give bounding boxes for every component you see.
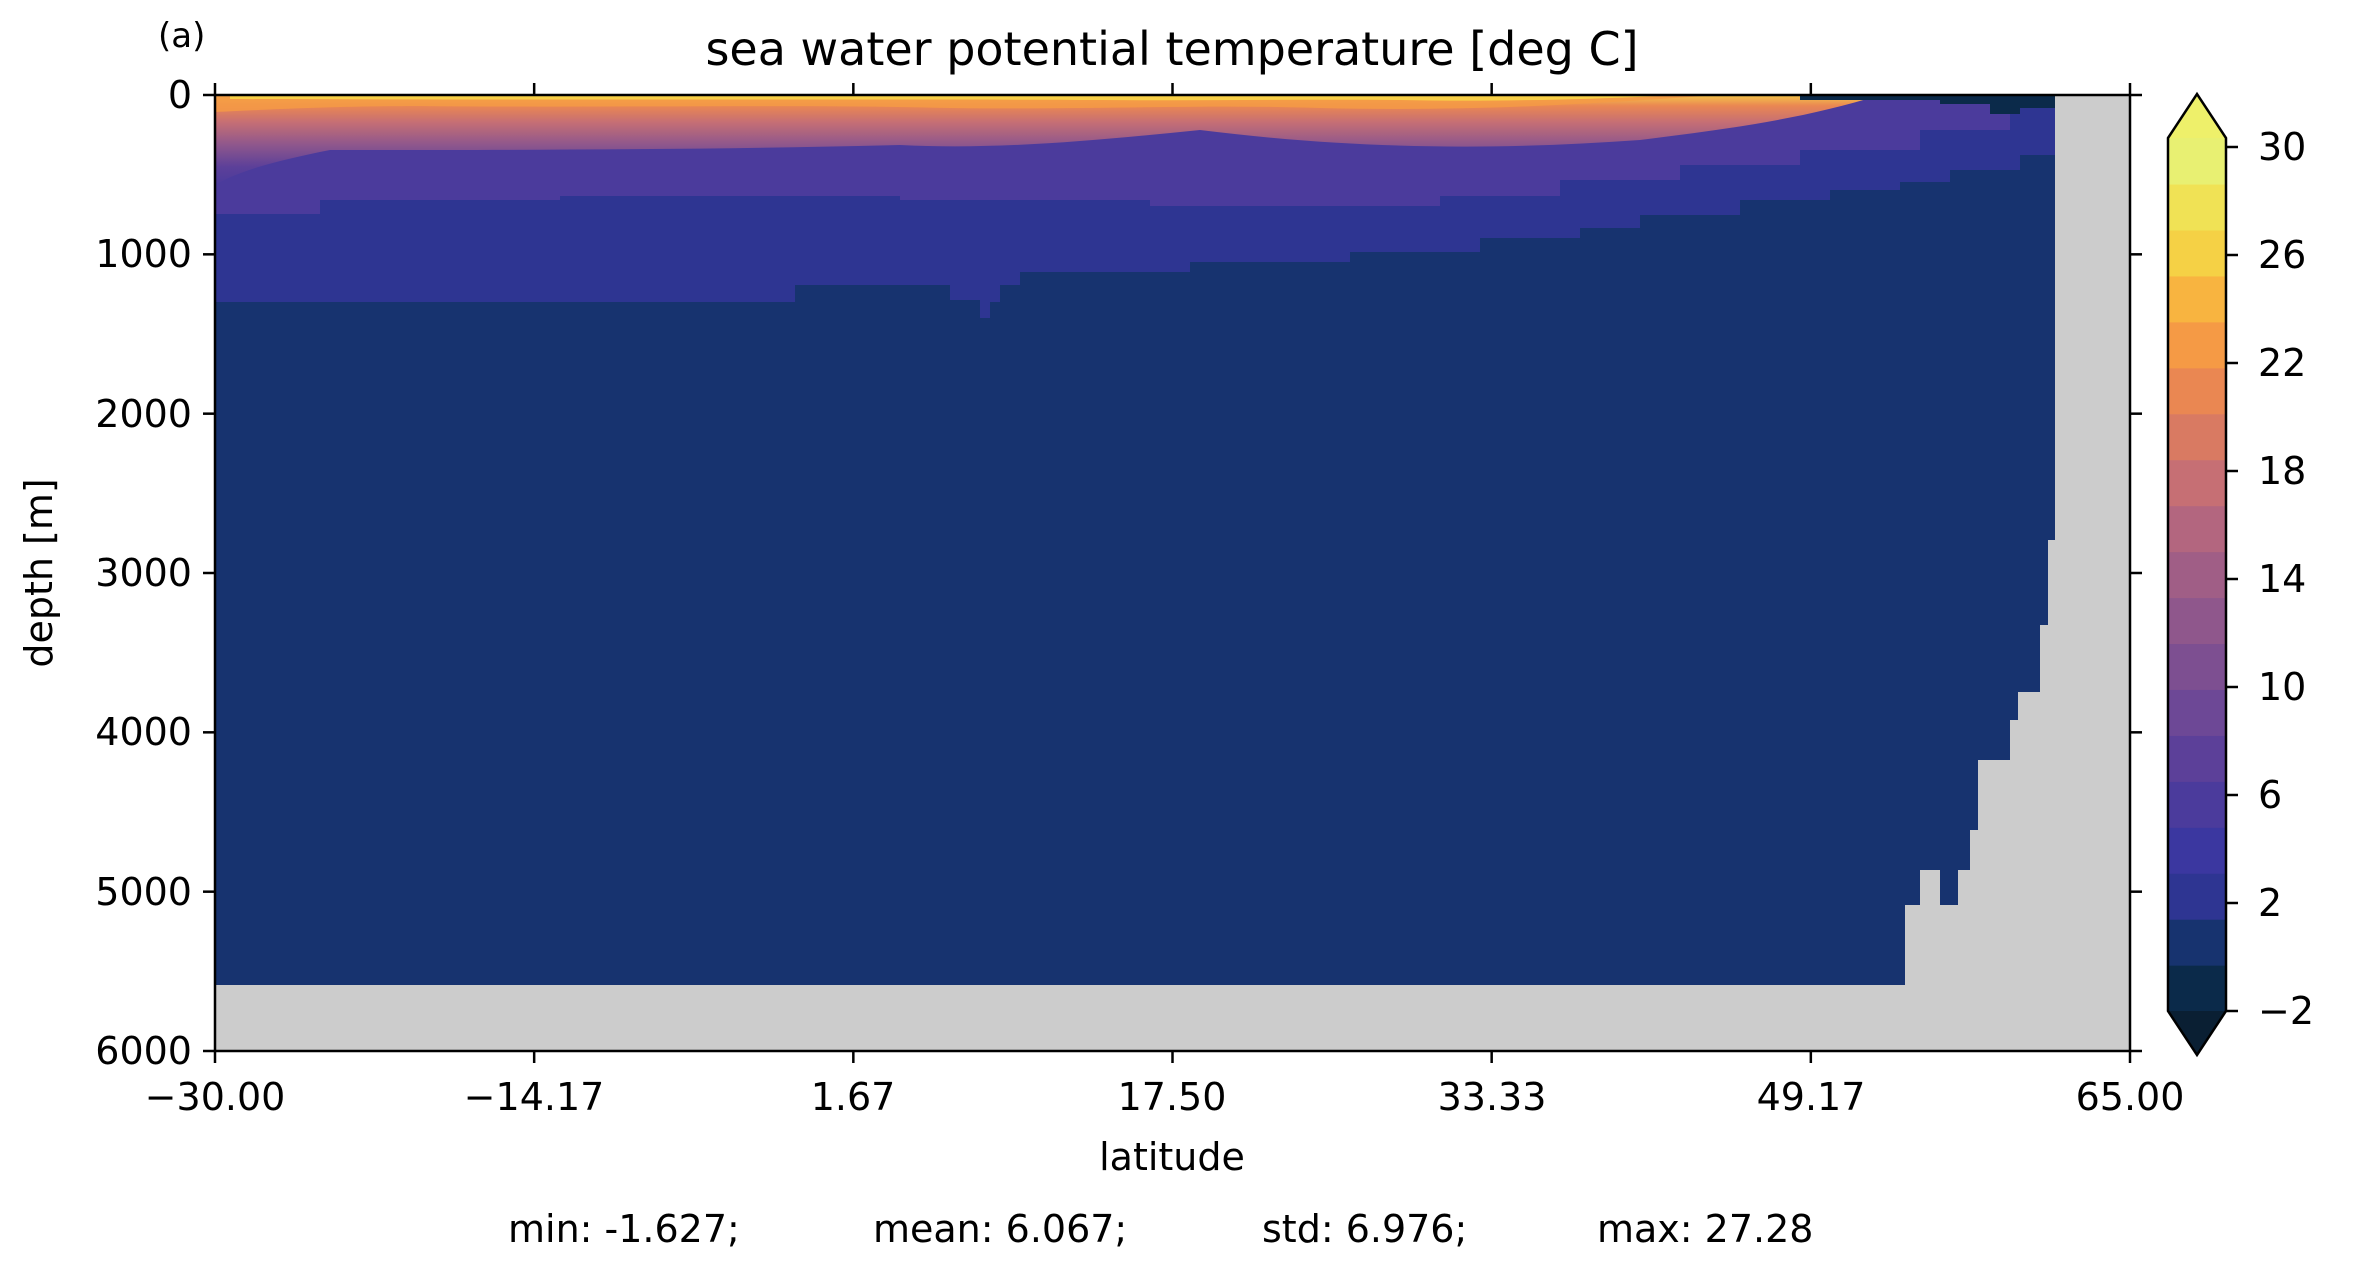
chart-title: sea water potential temperature [deg C] bbox=[705, 22, 1638, 76]
ocean-surface-warm-band bbox=[215, 95, 1880, 185]
y-axis-ticks: 0 1000 2000 3000 4000 5000 6000 bbox=[95, 73, 2142, 1073]
colorbar-ticks: −2 2 6 10 14 18 22 26 30 bbox=[2226, 125, 2314, 1033]
y-tick-label: 3000 bbox=[95, 551, 192, 595]
x-axis-ticks: −30.00 −14.17 1.67 17.50 33.33 49.17 65.… bbox=[145, 83, 2185, 1119]
colorbar-tick-label: 18 bbox=[2258, 449, 2306, 493]
colorbar-segment bbox=[2168, 459, 2226, 507]
colorbar-segment bbox=[2168, 138, 2226, 185]
colorbar-tick-label: 22 bbox=[2258, 341, 2306, 385]
colorbar-tick-label: 14 bbox=[2258, 557, 2306, 601]
x-tick-label: 65.00 bbox=[2076, 1075, 2185, 1119]
colorbar-under-extension bbox=[2168, 1011, 2226, 1055]
colorbar-segment bbox=[2168, 735, 2226, 782]
colorbar-segment bbox=[2168, 229, 2226, 277]
colorbar-segment bbox=[2168, 413, 2226, 461]
colorbar-segment bbox=[2168, 505, 2226, 553]
stats-line: min: -1.627; mean: 6.067; std: 6.976; ma… bbox=[508, 1207, 1813, 1251]
colorbar-segment bbox=[2168, 689, 2226, 736]
plot-area bbox=[215, 95, 2130, 1051]
colorbar-segment bbox=[2168, 597, 2226, 645]
x-tick-label: −14.17 bbox=[464, 1075, 605, 1119]
y-tick-label: 0 bbox=[168, 73, 192, 117]
y-tick-label: 1000 bbox=[95, 232, 192, 276]
x-axis-label: latitude bbox=[1099, 1135, 1245, 1179]
colorbar-tick-label: 26 bbox=[2258, 233, 2306, 277]
colorbar-segment bbox=[2168, 919, 2226, 966]
colorbar-segment bbox=[2168, 965, 2226, 1012]
ocean-north-cold-surface bbox=[1800, 95, 2055, 114]
colorbar-tick-label: −2 bbox=[2258, 989, 2314, 1033]
panel-label: (a) bbox=[158, 16, 205, 56]
stat-mean: mean: 6.067; bbox=[873, 1207, 1127, 1251]
x-tick-label: 1.67 bbox=[811, 1075, 896, 1119]
y-tick-label: 2000 bbox=[95, 392, 192, 436]
y-axis-label: depth [m] bbox=[17, 478, 61, 667]
colorbar-segment bbox=[2168, 275, 2226, 323]
colorbar-segment bbox=[2168, 321, 2226, 369]
colorbar-segment bbox=[2168, 643, 2226, 690]
colorbar-tick-label: 2 bbox=[2258, 881, 2282, 925]
y-tick-label: 6000 bbox=[95, 1029, 192, 1073]
colorbar-segment bbox=[2168, 551, 2226, 599]
colorbar-tick-label: 30 bbox=[2258, 125, 2306, 169]
x-tick-label: 33.33 bbox=[1438, 1075, 1547, 1119]
colorbar-tick-label: 10 bbox=[2258, 665, 2306, 709]
x-tick-label: 17.50 bbox=[1118, 1075, 1227, 1119]
colorbar-segment bbox=[2168, 781, 2226, 828]
x-tick-label: −30.00 bbox=[145, 1075, 286, 1119]
y-tick-label: 4000 bbox=[95, 710, 192, 754]
colorbar bbox=[2166, 91, 2228, 1058]
stat-max: max: 27.28 bbox=[1597, 1207, 1813, 1251]
y-tick-label: 5000 bbox=[95, 870, 192, 914]
colorbar-segment bbox=[2168, 873, 2226, 920]
x-tick-label: 49.17 bbox=[1757, 1075, 1866, 1119]
seafloor-bathymetry bbox=[215, 95, 2130, 1051]
stat-min: min: -1.627; bbox=[508, 1207, 740, 1251]
ocean-surface-max bbox=[230, 95, 1680, 101]
colorbar-segment bbox=[2168, 827, 2226, 874]
colorbar-over-extension bbox=[2168, 94, 2226, 138]
stat-std: std: 6.976; bbox=[1262, 1207, 1467, 1251]
colorbar-segment bbox=[2168, 183, 2226, 231]
colorbar-tick-label: 6 bbox=[2258, 773, 2282, 817]
colorbar-segment bbox=[2168, 367, 2226, 415]
